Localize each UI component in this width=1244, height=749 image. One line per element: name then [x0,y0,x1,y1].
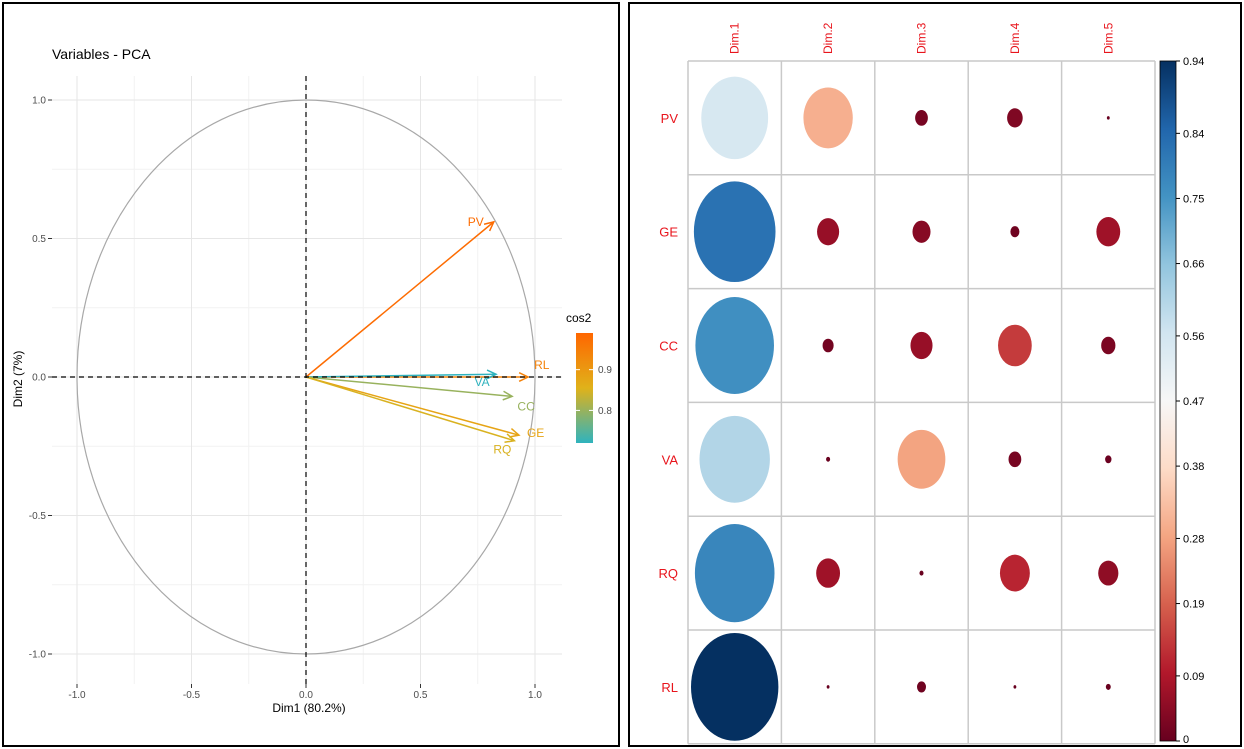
color-bar-tick-label: 0.38 [1183,461,1204,473]
x-tick-label: -0.5 [183,690,201,701]
color-bar-tick-label: 0.84 [1183,128,1204,140]
y-axis-title: Dim2 (7%) [11,351,25,408]
arrowhead-cc [502,390,514,401]
circle-pv-dim-4 [1007,108,1023,128]
x-tick-label: -1.0 [68,690,86,701]
row-label-va: VA [662,452,679,467]
y-tick-label: -0.5 [29,511,47,522]
column-label-dim-2: Dim.2 [821,22,835,54]
legend-title: cos2 [566,311,592,325]
circle-ge-dim-3 [912,220,931,243]
circle-va-dim-3 [897,429,946,489]
circle-cc-dim-4 [998,324,1032,367]
circle-pv-dim-5 [1106,116,1110,120]
color-bar-tick-label: 0.56 [1183,331,1204,343]
variable-arrow-rq [305,376,515,442]
chart-title: Variables - PCA [52,46,151,62]
column-label-dim-3: Dim.3 [915,22,929,54]
correlation-matrix-chart: PV GE CC VA RQ RL Dim.1 Dim.2 Dim.3 Dim.4 Dim.5 0.… [659,22,1205,745]
arrowhead-pv [483,220,496,232]
arrowhead-va [486,369,498,380]
variable-label-ge: GE [527,426,544,440]
row-label-ge: GE [659,225,678,240]
cos2-color-bar [576,333,593,443]
circle-rl-dim-1 [691,633,779,741]
variable-arrow-va [305,373,497,378]
circle-cc-dim-1 [695,297,774,394]
circle-rq-dim-1 [694,524,775,623]
row-label-rl: RL [661,680,678,695]
circle-ge-dim-4 [1010,226,1020,238]
y-tick-label: 1.0 [32,96,46,107]
legend-tick-label: 0.9 [598,365,612,376]
circle-va-dim-1 [699,415,770,503]
pca-variables-chart: PV RL VA CC GE RQ -1.0 -0.5 0.0 0.5 1.0 -1.0 -0.5 0.… [11,46,612,715]
circle-rq-dim-4 [999,554,1030,592]
color-bar-tick-label: 0.09 [1183,671,1204,683]
legend-tick-label: 0.8 [598,406,612,417]
color-bar-tick-label: 0.19 [1183,599,1204,611]
circle-va-dim-4 [1008,451,1022,468]
circle-ge-dim-5 [1096,216,1121,247]
variable-label-rq: RQ [493,443,511,457]
arrowhead-ge [509,428,521,438]
circle-rq-dim-2 [816,558,841,588]
variable-label-pv: PV [468,215,484,229]
circle-pv-dim-1 [701,76,769,160]
circle-va-dim-2 [826,456,831,462]
circle-cc-dim-3 [910,331,933,360]
color-bar-tick-label: 0.75 [1183,193,1204,205]
variable-arrow-ge [305,376,520,436]
y-tick-label: 0.0 [32,373,46,384]
variable-label-rl: RL [534,358,550,372]
x-axis-title: Dim1 (80.2%) [272,701,345,715]
variable-label-cc: CC [517,399,535,413]
color-bar-tick-label: 0.66 [1183,259,1204,271]
column-label-dim-5: Dim.5 [1101,22,1115,54]
arrowhead-rl [518,371,530,383]
color-bar [1159,60,1177,742]
arrowhead-rq [504,433,517,443]
color-bar-tick-label: 0.47 [1183,396,1204,408]
row-label-pv: PV [661,111,679,126]
row-label-cc: CC [659,339,678,354]
x-tick-label: 1.0 [528,690,542,701]
dimension-contribution-panel: PV GE CC VA RQ RL Dim.1 Dim.2 Dim.3 Dim.4 Dim.5 0.… [628,2,1242,747]
x-tick-label: 0.5 [414,690,428,701]
plot-background [52,76,562,684]
circle-rl-dim-2 [826,685,830,689]
column-label-dim-1: Dim.1 [728,22,742,54]
circle-rl-dim-3 [916,681,927,693]
variable-label-va: VA [475,375,490,389]
x-tick-label: 0.0 [299,690,313,701]
y-tick-label: 0.5 [32,234,46,245]
circle-rq-dim-5 [1098,560,1119,586]
circle-ge-dim-2 [817,218,840,246]
circle-rl-dim-5 [1105,683,1111,690]
circle-cc-dim-5 [1101,336,1116,355]
column-label-dim-4: Dim.4 [1008,22,1022,54]
circle-pv-dim-3 [915,110,928,126]
pca-variables-panel: PV RL VA CC GE RQ -1.0 -0.5 0.0 0.5 1.0 -1.0 -0.5 0.… [2,2,620,747]
circle-rl-dim-4 [1013,685,1017,689]
y-tick-label: -1.0 [29,650,47,661]
circle-cc-dim-2 [822,338,834,353]
circle-rq-dim-3 [919,570,924,576]
variable-arrow-pv [305,221,495,378]
color-bar-tick-label: 0 [1183,734,1189,745]
circle-pv-dim-2 [803,87,853,149]
color-bar-tick-label: 0.94 [1183,56,1204,68]
row-label-rq: RQ [659,566,679,581]
variable-arrow-cc [305,376,513,398]
circle-ge-dim-1 [693,181,776,283]
circle-va-dim-5 [1105,455,1112,464]
color-bar-tick-label: 0.28 [1183,533,1204,545]
